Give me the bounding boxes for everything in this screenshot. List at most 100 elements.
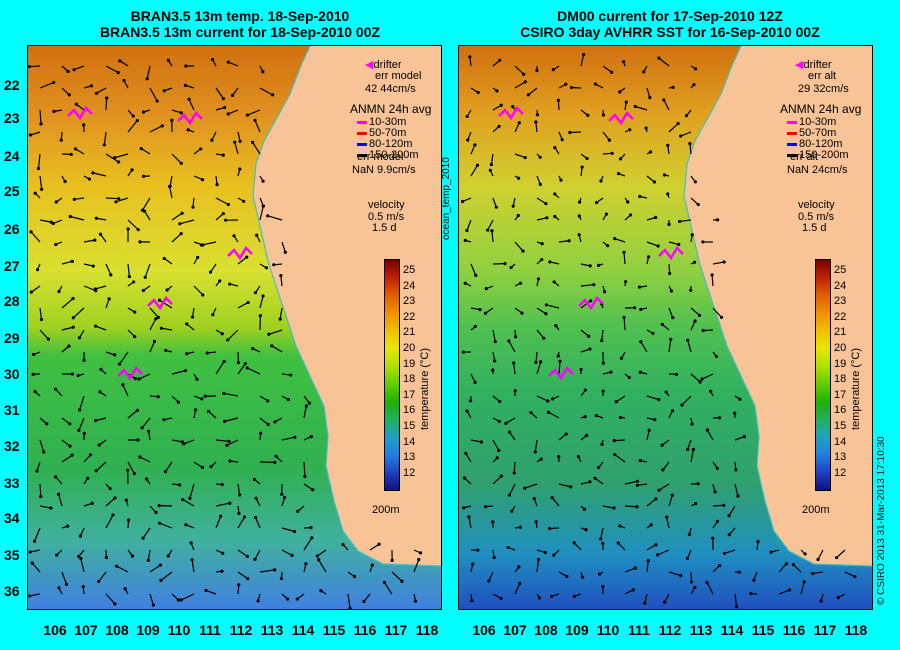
lon-label: 113 (689, 622, 713, 638)
lon-label: 114 (720, 622, 744, 638)
lon-label: 115 (751, 622, 775, 638)
colorbar-tick: 23 (834, 295, 847, 308)
colorbar-tick: 22 (834, 310, 847, 323)
right-map-panel (458, 45, 873, 610)
lon-label: 116 (353, 622, 377, 638)
colorbar-tick: 15 (834, 420, 847, 432)
depth-legend: 10-30m 50-70m 80-120m 150-200m (787, 117, 849, 161)
right-colorbar (815, 259, 831, 491)
lat-label: 36 (4, 583, 20, 599)
colorbar-tick: 14 (834, 435, 847, 448)
err-model-value: 42 44cm/s (365, 83, 416, 95)
colorbar-tick: 21 (834, 326, 847, 339)
lon-label: 109 (565, 622, 589, 638)
depth-item: 10-30m (787, 117, 849, 128)
isobath-line (252, 46, 441, 567)
lat-label: 29 (4, 330, 20, 346)
anmn-label: ANMN 24h avg (350, 102, 432, 116)
err-model-label: err model (375, 70, 422, 82)
lon-label: 113 (260, 622, 284, 638)
velocity-value: 0.5 m/s (368, 211, 405, 223)
err-alt-label: err alt (808, 70, 837, 82)
colorbar-tick: 18 (403, 373, 416, 386)
colorbar-tick: 17 (403, 388, 416, 401)
lon-label: 115 (322, 622, 346, 638)
isobath-label: 200m (372, 504, 400, 516)
left-title: BRAN3.5 13m temp. 18-Sep-2010 BRAN3.5 13… (40, 8, 440, 40)
lon-label: 110 (167, 622, 191, 638)
lat-label: 25 (4, 183, 20, 199)
left-colorbar-label: temperature (°C) (419, 347, 431, 430)
velocity-value: 0.5 m/s (798, 211, 835, 223)
side-label: ocean_temp_2010 (441, 157, 452, 240)
lat-label: 33 (4, 475, 20, 491)
velocity-label: velocity (798, 199, 835, 211)
colorbar-tick: 18 (834, 373, 847, 386)
depth-item: 50-70m (787, 128, 849, 139)
colorbar-tick: 16 (834, 404, 847, 417)
colorbar-tick: 17 (834, 388, 847, 401)
lat-label: 27 (4, 258, 20, 274)
right-title-line2: CSIRO 3day AVHRR SST for 16-Sep-2010 00Z (520, 24, 820, 40)
colorbar-tick: 21 (403, 326, 416, 339)
right-colorbar-label: temperature (°C) (850, 347, 862, 430)
right-title: DM00 current for 17-Sep-2010 12Z CSIRO 3… (460, 8, 880, 40)
lat-label: 31 (4, 402, 20, 418)
lat-label: 23 (4, 110, 20, 126)
colorbar-tick: 20 (834, 342, 847, 354)
err-model-label-2: err model (357, 151, 404, 163)
colorbar-tick: 24 (403, 279, 416, 292)
lon-label: 114 (291, 622, 315, 638)
colorbar-tick: 25 (834, 264, 847, 276)
current-vectors (461, 52, 857, 609)
colorbar-tick: 15 (403, 420, 416, 432)
colorbar-tick: 12 (403, 466, 416, 479)
colorbar-tick: 13 (403, 451, 416, 464)
colorbar-tick: 14 (403, 435, 416, 448)
colorbar-tick: 19 (403, 357, 416, 370)
depth-legend: 10-30m 50-70m 80-120m 150-200m (357, 117, 419, 161)
velocity-days: 1.5 d (372, 222, 397, 234)
lat-label: 34 (4, 510, 20, 526)
lon-label: 112 (658, 622, 682, 638)
lon-label: 106 (43, 622, 67, 638)
lon-label: 118 (844, 622, 868, 638)
lat-label: 30 (4, 366, 20, 382)
isobath-line (683, 46, 872, 567)
depth-item: 10-30m (357, 117, 419, 128)
right-map (459, 46, 872, 609)
lon-label: 108 (534, 622, 558, 638)
err-alt-label-2: err alt (790, 151, 819, 163)
err-alt-value: 29 32cm/s (798, 83, 849, 95)
colorbar-tick: 24 (834, 279, 847, 292)
lon-label: 107 (503, 622, 527, 638)
lon-label: 108 (105, 622, 129, 638)
colorbar-tick: 25 (403, 264, 416, 276)
velocity-days: 1.5 d (802, 222, 827, 234)
depth-item: 150-200m (787, 150, 849, 161)
err-model-value-2: NaN 9.9cm/s (352, 164, 416, 176)
colorbar-tick: 19 (834, 357, 847, 370)
drifter-label: ◀drifter (795, 59, 832, 71)
lon-label: 110 (596, 622, 620, 638)
left-title-line2: BRAN3.5 13m current for 18-Sep-2010 00Z (99, 24, 381, 40)
lat-label: 24 (4, 148, 20, 164)
colorbar-tick: 20 (403, 342, 416, 354)
lon-label: 117 (813, 622, 837, 638)
copyright: © CSIRO 2013 31-Mar-2013 17:10:30 (876, 436, 887, 605)
isobath-label: 200m (802, 504, 830, 516)
drifter-tracks (498, 105, 684, 381)
lat-label: 22 (4, 77, 20, 93)
lat-label: 32 (4, 438, 20, 454)
colorbar-tick: 13 (834, 451, 847, 464)
lon-label: 107 (74, 622, 98, 638)
drifter-tracks (67, 105, 253, 381)
lon-label: 118 (415, 622, 439, 638)
current-vectors (28, 57, 423, 609)
colorbar-tick: 22 (403, 310, 416, 323)
lat-label: 26 (4, 221, 20, 237)
lat-label: 35 (4, 547, 20, 563)
colorbar-tick: 12 (834, 466, 847, 479)
colorbar-tick: 16 (403, 404, 416, 417)
lon-label: 111 (199, 622, 221, 638)
